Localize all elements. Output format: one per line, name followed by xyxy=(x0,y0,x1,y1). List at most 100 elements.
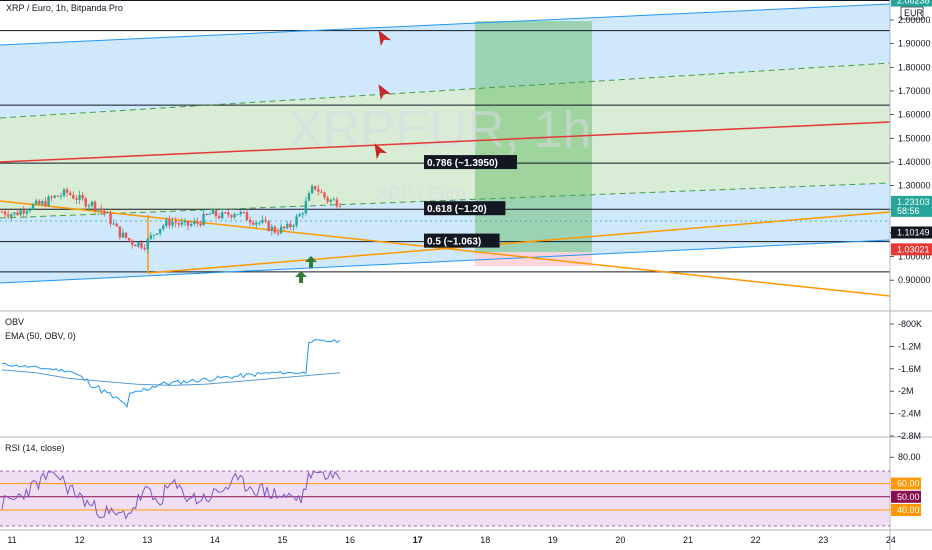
candle-body xyxy=(186,220,190,226)
fib-label-box xyxy=(424,201,506,216)
channel-lower-line xyxy=(0,239,891,284)
candle-body xyxy=(0,211,4,213)
currency-box xyxy=(900,6,924,20)
candle-body xyxy=(134,244,137,247)
candle-body xyxy=(211,210,215,214)
candle-body xyxy=(282,226,286,229)
price-tag xyxy=(891,226,932,239)
price-pane: XRPEUR, 1h XRP / Euro xyxy=(0,0,891,297)
price-tag-label: 1.03021 xyxy=(897,244,930,254)
rsi-band xyxy=(0,471,890,526)
candle-body xyxy=(81,195,84,199)
candle-body xyxy=(158,228,162,234)
candle-body xyxy=(264,219,267,222)
candle-body xyxy=(304,200,308,214)
price-tag-label: 1.10149 xyxy=(897,227,930,237)
candle-body xyxy=(106,212,109,214)
time-tick-label: 19 xyxy=(548,535,558,545)
symbol-title: XRP / Euro, 1h, Bitpanda Pro xyxy=(6,3,123,13)
candle-body xyxy=(103,210,106,214)
candle-body xyxy=(124,232,128,239)
time-tick-label: 11 xyxy=(7,535,16,545)
candle-body xyxy=(38,200,41,205)
obv-tick-label: -1.2M xyxy=(898,341,921,351)
time-tick-label: 14 xyxy=(210,535,220,545)
time-tick-label: 16 xyxy=(345,535,355,545)
candle-body xyxy=(50,196,53,198)
candle-body xyxy=(276,232,280,234)
red-arrow-icon xyxy=(378,84,392,101)
price-tag-label: 58:56 xyxy=(897,206,920,216)
candle-body xyxy=(149,235,153,239)
fib-label: 0.5 (~1.063) xyxy=(427,237,481,248)
rsi-levels: 60.00 50.00 40.00 xyxy=(0,477,921,516)
price-tick-label: 1.70000 xyxy=(898,86,931,96)
rsi-level-tag xyxy=(891,477,921,490)
price-tick-label: 1.30000 xyxy=(898,181,931,191)
time-tick-label: 13 xyxy=(142,535,152,545)
price-tick-label: 2.00000 xyxy=(898,15,931,25)
candle-body xyxy=(205,213,208,215)
candle-body xyxy=(326,197,329,202)
candle-body xyxy=(59,195,63,197)
candle-body xyxy=(208,213,211,215)
candle-body xyxy=(100,208,103,211)
fib-labels: 0.786 (~1.3950) 0.618 (~1.20) 0.5 (~1.063) xyxy=(424,155,517,248)
candle-body xyxy=(75,198,78,200)
candle-body xyxy=(174,221,177,224)
candle-body xyxy=(202,213,205,226)
candle-body xyxy=(162,225,165,229)
candlestick-series xyxy=(0,184,342,254)
candle-body xyxy=(224,212,227,214)
price-tick-label: 1.80000 xyxy=(898,62,931,72)
candle-body xyxy=(270,226,273,231)
rsi-level-label: 50.00 xyxy=(897,492,920,502)
candle-body xyxy=(143,247,146,250)
price-tick-label: 1.00000 xyxy=(898,252,931,262)
candle-body xyxy=(248,220,252,223)
candle-body xyxy=(53,195,56,198)
candle-body xyxy=(90,201,94,206)
obv-line xyxy=(1,339,341,409)
candle-body xyxy=(298,214,301,217)
time-tick-label: 15 xyxy=(277,535,287,545)
fib-label-box xyxy=(424,155,517,170)
obv-tick-label: -2M xyxy=(898,386,914,396)
candle-body xyxy=(115,223,118,227)
candle-body xyxy=(127,238,131,241)
price-tick-label: 1.40000 xyxy=(898,157,931,167)
rsi-level-label: 60.00 xyxy=(897,479,920,489)
candle-body xyxy=(137,242,140,247)
candle-body xyxy=(72,194,75,199)
candle-body xyxy=(239,211,242,215)
rsi-tick-label: 80.00 xyxy=(898,452,921,462)
candle-body xyxy=(10,214,13,217)
candle-body xyxy=(196,221,199,224)
time-tick-label: 22 xyxy=(751,535,761,545)
candle-body xyxy=(121,232,125,238)
obv-tick-label: -2.4M xyxy=(898,409,921,419)
candle-body xyxy=(310,186,314,194)
time-tick-label: 18 xyxy=(480,535,490,545)
candle-body xyxy=(279,226,283,234)
candle-body xyxy=(255,222,258,225)
candle-body xyxy=(320,191,323,193)
candle-body xyxy=(87,205,91,207)
candle-body xyxy=(323,192,326,198)
candle-body xyxy=(31,204,35,210)
candle-body xyxy=(261,219,264,223)
rsi-axis: 80.00 xyxy=(890,452,921,462)
fib-label: 0.618 (~1.20) xyxy=(427,204,487,215)
candle-body xyxy=(313,186,317,190)
candle-body xyxy=(301,213,304,215)
channel-mid-red-line xyxy=(0,121,891,163)
candle-body xyxy=(28,209,32,212)
candle-body xyxy=(69,192,72,195)
candle-body xyxy=(96,208,100,211)
price-tag-label: 1.23103 xyxy=(897,197,930,207)
candle-body xyxy=(152,234,156,236)
price-tag xyxy=(891,0,932,7)
channel-dashed-lower xyxy=(0,182,891,219)
candle-body xyxy=(251,222,255,225)
